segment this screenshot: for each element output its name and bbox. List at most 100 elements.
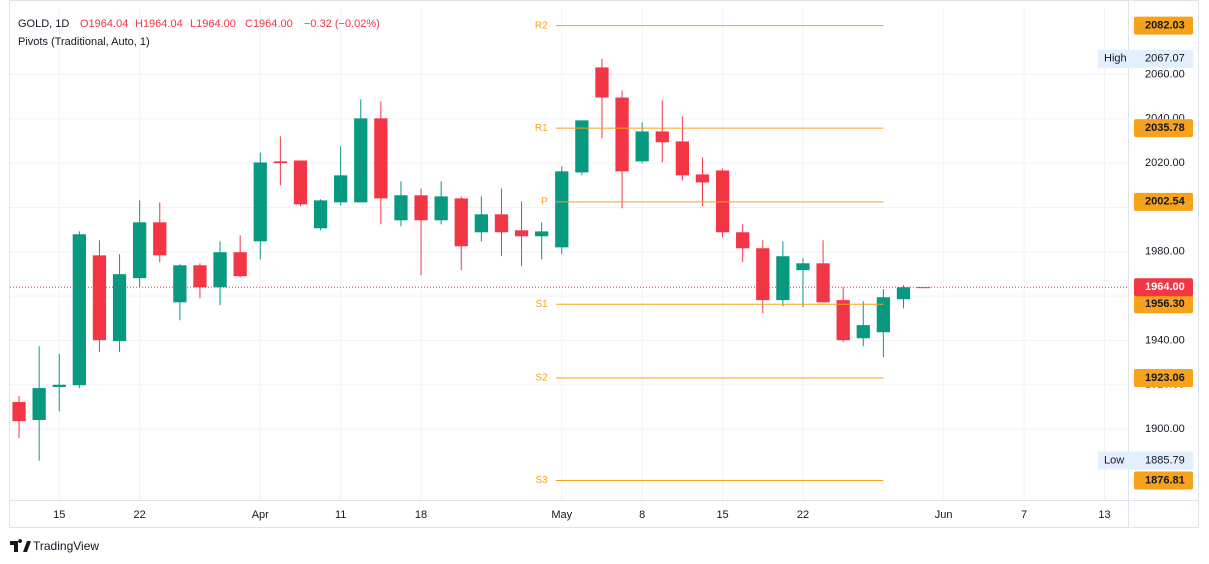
- x-tick-label: Jun: [935, 509, 953, 521]
- x-tick-label: 15: [716, 509, 728, 521]
- candle-body: [474, 214, 488, 233]
- plot: R2 R1 P S1 S2 S3: [10, 20, 1128, 486]
- candle-body: [655, 131, 669, 143]
- candle-body: [776, 256, 790, 301]
- pivot-price-box: [1134, 192, 1193, 211]
- high-box: [1098, 49, 1193, 68]
- low-name: Low: [1104, 454, 1124, 466]
- high-name: High: [1104, 53, 1127, 65]
- low-label: 1885.79: [1145, 454, 1185, 466]
- candle-body: [414, 195, 428, 221]
- x-tick-label: 22: [797, 509, 809, 521]
- candle-body: [12, 402, 26, 422]
- pivot-price-label: 2035.78: [1145, 122, 1185, 134]
- candle-body: [736, 232, 750, 249]
- change: −0.32 (−0.02%): [304, 18, 380, 30]
- candle-body: [836, 300, 850, 341]
- candle-body: [313, 200, 328, 229]
- last-price-label: 1964.00: [1145, 281, 1185, 293]
- candle-body: [112, 274, 127, 342]
- ohlc-close: C1964.00: [245, 18, 293, 30]
- symbol: GOLD, 1D: [18, 18, 69, 30]
- candle-body: [635, 131, 649, 162]
- pivot-price-box: [1134, 119, 1193, 138]
- ohlc-open: O1964.04: [80, 18, 128, 30]
- logo-icon: [10, 539, 31, 552]
- candle-body: [334, 175, 348, 203]
- candle-body: [32, 388, 46, 420]
- candle-body: [575, 120, 589, 173]
- candle-body: [153, 222, 167, 256]
- pivot-price-box: [1134, 295, 1193, 314]
- candle-body: [796, 263, 810, 271]
- pivot-name: R1: [535, 123, 548, 134]
- pivot-price-box: [1134, 471, 1193, 490]
- y-tick-label: 1900.00: [1145, 423, 1185, 435]
- candle-body: [374, 118, 388, 199]
- y-tick-label: 1940.00: [1145, 334, 1185, 346]
- brand: TradingView: [33, 539, 99, 553]
- pivot-name: S3: [535, 475, 548, 486]
- low-box: [1098, 451, 1193, 470]
- pivot-price-box: [1134, 16, 1193, 35]
- candle-body: [535, 231, 549, 237]
- pivot-price-label: 2082.03: [1145, 20, 1185, 32]
- candle-body: [354, 118, 368, 203]
- x-tick-label: 15: [53, 509, 65, 521]
- pivot-name: S2: [535, 373, 548, 384]
- candle-body: [233, 252, 247, 277]
- y-tick-label: 1980.00: [1145, 246, 1185, 258]
- pivot-price-label: 1923.06: [1145, 372, 1185, 384]
- grid: [10, 8, 1128, 500]
- pivot-price-label: 1876.81: [1145, 474, 1185, 486]
- candle-body: [896, 287, 911, 300]
- candle-body: [394, 195, 408, 221]
- high-label: 2067.07: [1145, 53, 1185, 65]
- candle-body: [434, 196, 448, 221]
- candle-body: [856, 325, 870, 339]
- candle-body: [916, 287, 931, 289]
- x-tick-label: May: [551, 509, 572, 521]
- candle-body: [193, 265, 207, 288]
- candle-body: [52, 384, 66, 387]
- x-tick-label: 13: [1098, 509, 1110, 521]
- pivot-name: R2: [535, 20, 548, 31]
- candle-body: [595, 67, 609, 98]
- ohlc-low: L1964.00: [190, 18, 236, 30]
- candle-body: [756, 248, 770, 301]
- candle-body: [133, 222, 147, 279]
- candle-body: [273, 161, 287, 164]
- x-tick-label: 11: [335, 509, 346, 521]
- indicator: Pivots (Traditional, Auto, 1): [18, 36, 150, 48]
- x-tick-label: 18: [415, 509, 427, 521]
- candle-body: [454, 198, 468, 247]
- pivot-price-label: 2002.54: [1145, 196, 1186, 208]
- candle-body: [615, 97, 629, 172]
- candle-body: [816, 263, 830, 303]
- candle-body: [555, 171, 569, 248]
- y-tick-label: 2020.00: [1145, 157, 1185, 169]
- x-tick-label: 22: [134, 509, 146, 521]
- axis: 1900.001920.001940.001960.001980.002000.…: [53, 16, 1193, 521]
- last-price-box: [1134, 278, 1193, 297]
- ohlc-high: H1964.04: [135, 18, 183, 30]
- candle-body: [92, 255, 107, 341]
- candle-body: [876, 297, 891, 333]
- pivot-name: P: [541, 196, 548, 207]
- logo: TradingView: [10, 539, 99, 553]
- candle-body: [695, 174, 710, 183]
- y-tick-label: 2060.00: [1145, 68, 1185, 80]
- candle-body: [675, 141, 690, 176]
- candle-body: [253, 162, 267, 242]
- candle-body: [293, 160, 308, 205]
- pivot-price-label: 1956.30: [1145, 298, 1185, 310]
- x-tick-label: Apr: [252, 509, 269, 521]
- candle-body: [72, 234, 86, 386]
- x-tick-label: 7: [1021, 509, 1027, 521]
- x-tick-label: 8: [639, 509, 645, 521]
- pivot-name: S1: [535, 299, 548, 310]
- frame: [9, 0, 1199, 528]
- candle-body: [213, 252, 227, 288]
- candle-body: [494, 214, 509, 233]
